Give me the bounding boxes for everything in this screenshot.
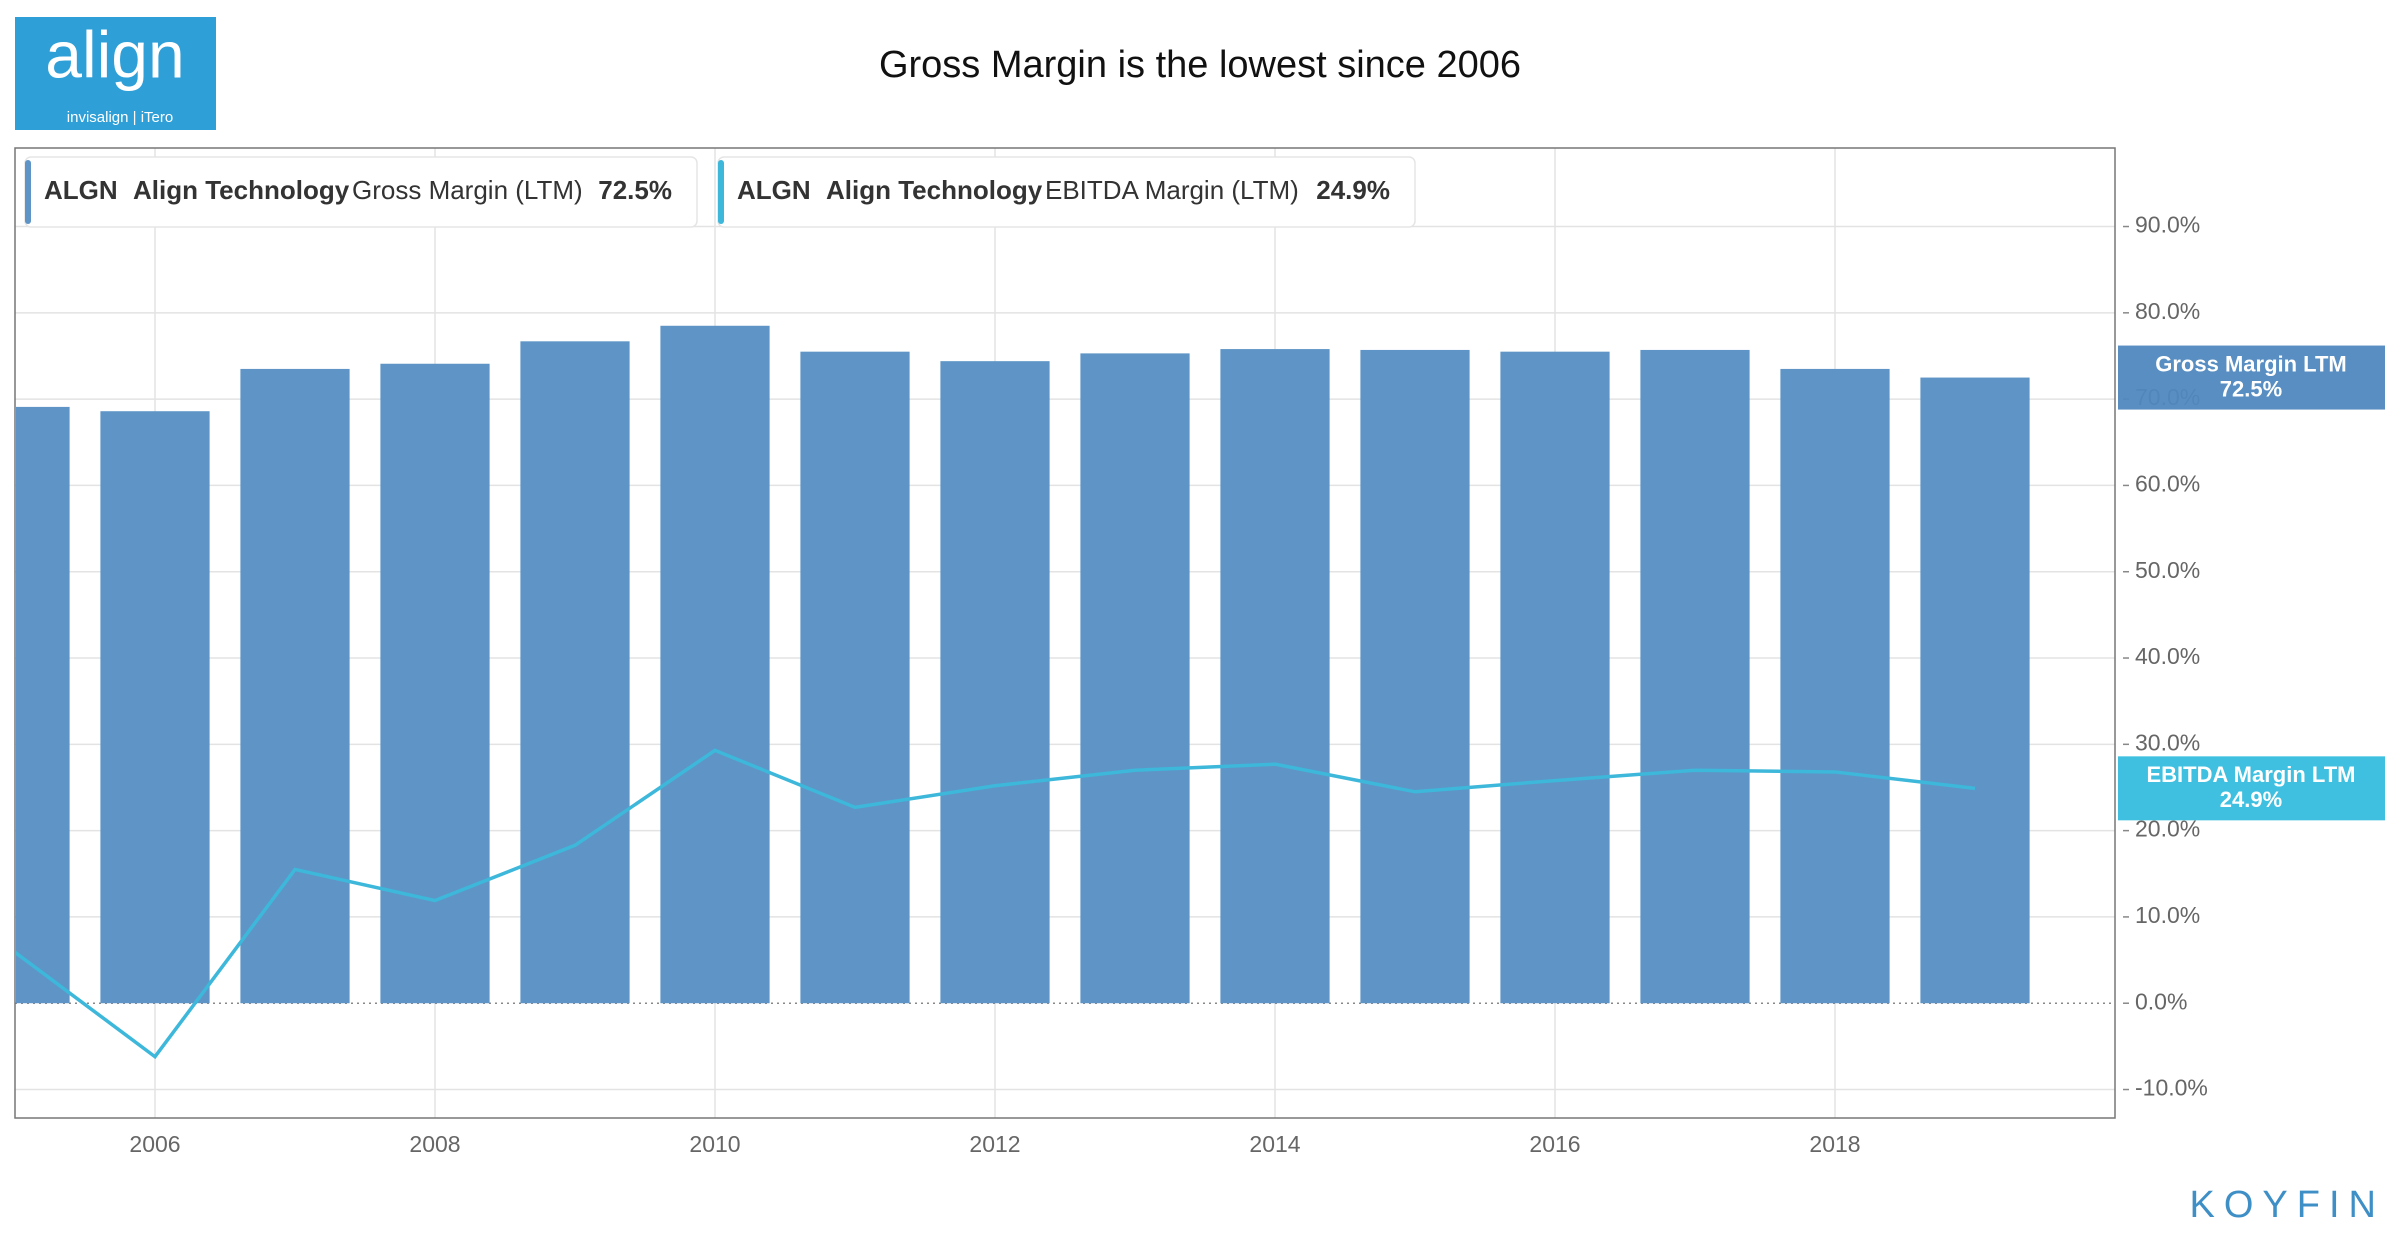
x-tick-label: 2006 [129, 1131, 180, 1157]
bar [16, 406, 70, 1004]
bar [660, 325, 770, 1004]
legend-name: EBITDA Margin (LTM) [1045, 175, 1299, 205]
legend-swatch [718, 160, 724, 224]
legend-ticker: ALGN [44, 175, 118, 205]
badge-label: Gross Margin LTM [2155, 351, 2347, 376]
bar [940, 361, 1050, 1004]
y-tick-label: 60.0% [2135, 471, 2200, 497]
y-tick-label: 0.0% [2135, 988, 2187, 1014]
value-badge [2118, 756, 2385, 821]
bar [1360, 349, 1470, 1004]
x-tick-label: 2008 [409, 1131, 460, 1157]
y-tick-label: 50.0% [2135, 557, 2200, 583]
logo-brand: align [45, 17, 184, 91]
y-tick-label: 80.0% [2135, 298, 2200, 324]
bar [380, 363, 490, 1004]
line [16, 748, 1976, 1060]
bar [100, 411, 210, 1004]
bar [1920, 377, 2030, 1004]
legend-ticker: ALGN [737, 175, 811, 205]
badge-label: EBITDA Margin LTM [2147, 762, 2356, 787]
legend-company: Align Technology [826, 175, 1043, 205]
x-tick-label: 2014 [1249, 1131, 1300, 1157]
bar [1780, 368, 1890, 1004]
legend-value: 24.9% [1316, 175, 1390, 205]
legend-swatch [25, 160, 31, 224]
y-tick-label: -10.0% [2135, 1075, 2208, 1101]
bar [1640, 349, 1750, 1004]
x-tick-label: 2018 [1809, 1131, 1860, 1157]
bar [800, 351, 910, 1004]
y-tick-label: 10.0% [2135, 902, 2200, 928]
badge-value: 24.9% [2220, 787, 2282, 812]
plot-border [14, 147, 2116, 1119]
bar [1080, 353, 1190, 1004]
plot-area [16, 325, 2030, 1060]
bar [1500, 351, 1610, 1004]
legend-value: 72.5% [598, 175, 672, 205]
legend-name: Gross Margin (LTM) [352, 175, 583, 205]
value-badge [2118, 345, 2385, 410]
legend-company: Align Technology [133, 175, 350, 205]
bar [240, 368, 350, 1004]
x-tick-label: 2010 [689, 1131, 740, 1157]
x-tick-label: 2016 [1529, 1131, 1580, 1157]
badge-value: 72.5% [2220, 376, 2282, 401]
footer-brand: KOYFIN [2190, 1184, 2385, 1226]
bar [1220, 349, 1330, 1004]
y-tick-label: 40.0% [2135, 643, 2200, 669]
chart-title: Gross Margin is the lowest since 2006 [879, 44, 1521, 86]
x-tick-label: 2012 [969, 1131, 1020, 1157]
y-tick-label: 30.0% [2135, 729, 2200, 755]
logo [15, 17, 216, 130]
bar [520, 341, 630, 1004]
y-tick-label: 90.0% [2135, 212, 2200, 238]
logo-products: invisalign | iTero [67, 109, 173, 126]
